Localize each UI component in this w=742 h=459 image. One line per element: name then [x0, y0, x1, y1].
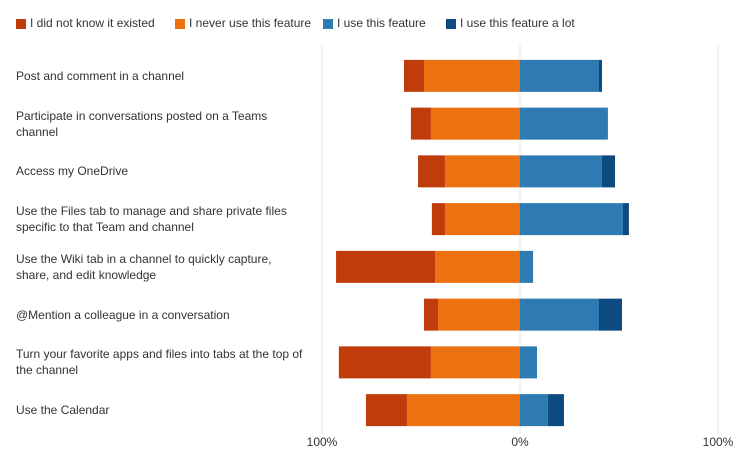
bar-segment — [520, 394, 548, 427]
bar-segment — [599, 59, 602, 92]
x-tick-label: 0% — [511, 435, 529, 449]
bar-segment — [622, 203, 629, 236]
x-tick-label: 100% — [703, 435, 734, 449]
bar-segment — [336, 250, 436, 283]
category-label: @Mention a colleague in a conversation — [16, 307, 230, 322]
bar-segment — [338, 346, 431, 379]
legend-swatch — [16, 19, 26, 29]
category-label: Use the Calendar — [16, 403, 110, 418]
legend-swatch — [446, 19, 456, 29]
bar-segment — [423, 59, 520, 92]
bar-segment — [520, 59, 600, 92]
bar-segment — [406, 394, 520, 427]
category-label: Use the Wiki tab in a channel to quickly… — [16, 251, 272, 282]
bar-segment — [601, 155, 616, 188]
bar-segment — [423, 298, 439, 331]
x-tick-label: 100% — [307, 435, 338, 449]
legend-swatch — [175, 19, 185, 29]
category-label: Post and comment in a channel — [16, 68, 185, 83]
bar-segment — [403, 59, 424, 92]
category-label: Turn your favorite apps and files into t… — [16, 347, 303, 378]
bar-segment — [520, 107, 608, 140]
legend-label: I use this feature a lot — [460, 16, 575, 30]
bar-segment — [444, 203, 520, 236]
legend-label: I did not know it existed — [30, 16, 155, 30]
bar-segment — [547, 394, 564, 427]
bar-segment — [520, 203, 623, 236]
bar-segment — [520, 155, 602, 188]
bar-segment — [410, 107, 431, 140]
legend-label: I never use this feature — [189, 16, 311, 30]
bar-segment — [430, 107, 520, 140]
category-label: Access my OneDrive — [16, 164, 129, 179]
category-label: Participate in conversations posted on a… — [16, 108, 268, 139]
bar-segment — [430, 346, 520, 379]
category-label: Use the Files tab to manage and share pr… — [16, 204, 287, 235]
bar-segment — [520, 298, 600, 331]
legend-swatch — [323, 19, 333, 29]
bar-segment — [520, 346, 538, 379]
bar-segment — [365, 394, 407, 427]
bar-segment — [599, 298, 622, 331]
bar-segment — [444, 155, 520, 188]
bar-segment — [431, 203, 445, 236]
bar-segment — [520, 250, 534, 283]
bar-segment — [438, 298, 520, 331]
bar-segment — [435, 250, 520, 283]
bar-segment — [418, 155, 445, 188]
legend-label: I use this feature — [337, 16, 426, 30]
